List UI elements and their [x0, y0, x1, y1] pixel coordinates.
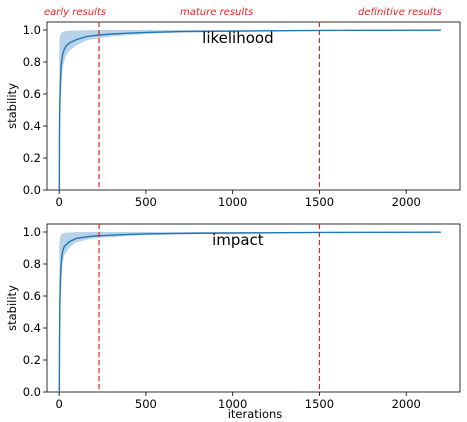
- impact-ytick-label-0.2: 0.2: [23, 353, 41, 367]
- likelihood-ytick-label-0.0: 0.0: [23, 183, 41, 197]
- impact-xtick-label-1500: 1500: [305, 397, 334, 411]
- impact-xtick-label-1000: 1000: [218, 397, 247, 411]
- impact-ytick-label-1.0: 1.0: [23, 225, 41, 239]
- likelihood-ytick-label-0.4: 0.4: [23, 119, 41, 133]
- x-axis-label: iterations: [228, 407, 283, 421]
- likelihood-xtick-label-2000: 2000: [392, 195, 421, 209]
- likelihood-stability-line: [58, 29, 441, 191]
- likelihood-xtick-label-1000: 1000: [218, 195, 247, 209]
- likelihood-ytick-label-0.6: 0.6: [23, 87, 41, 101]
- likelihood-ytick-label-0.8: 0.8: [23, 55, 41, 69]
- impact-y-axis-label: stability: [5, 285, 19, 331]
- impact-ytick-label-0.6: 0.6: [23, 289, 41, 303]
- impact-stability-line: [58, 231, 441, 393]
- impact-xtick-label-2000: 2000: [392, 397, 421, 411]
- likelihood-xtick-label-1500: 1500: [305, 195, 334, 209]
- phase-label-definitive: definitive results: [358, 7, 442, 18]
- likelihood-ytick-label-0.2: 0.2: [23, 151, 41, 165]
- likelihood-variability-band: [59, 30, 441, 190]
- likelihood-xtick-label-0: 0: [55, 195, 62, 209]
- likelihood-xtick-label-500: 500: [135, 195, 157, 209]
- phase-label-early: early results: [44, 7, 106, 18]
- impact-panel-title: impact: [212, 231, 264, 249]
- impact-ytick-label-0.8: 0.8: [23, 257, 41, 271]
- phase-label-mature: mature results: [180, 7, 253, 18]
- likelihood-ytick-label-1.0: 1.0: [23, 23, 41, 37]
- likelihood-panel: 0 500 1000 1500 2000 0.0 0.2 0.4 0.6 0.8 1.0 stabil…: [5, 21, 461, 209]
- impact-xtick-label-0: 0: [55, 397, 62, 411]
- likelihood-axes-frame: [46, 21, 461, 191]
- impact-ytick-label-0.0: 0.0: [23, 385, 41, 399]
- phase-labels: early results mature results definitive …: [44, 7, 442, 18]
- impact-xtick-label-500: 500: [135, 397, 157, 411]
- impact-axes-frame: [46, 223, 461, 393]
- impact-ytick-label-0.4: 0.4: [23, 321, 41, 335]
- impact-panel: 0 500 1000 1500 2000 0.0 0.2 0.4 0.6 0.8 1.0 stabil…: [5, 223, 461, 411]
- likelihood-y-axis-label: stability: [5, 83, 19, 129]
- impact-variability-band: [59, 232, 441, 392]
- likelihood-panel-title: likelihood: [202, 29, 273, 47]
